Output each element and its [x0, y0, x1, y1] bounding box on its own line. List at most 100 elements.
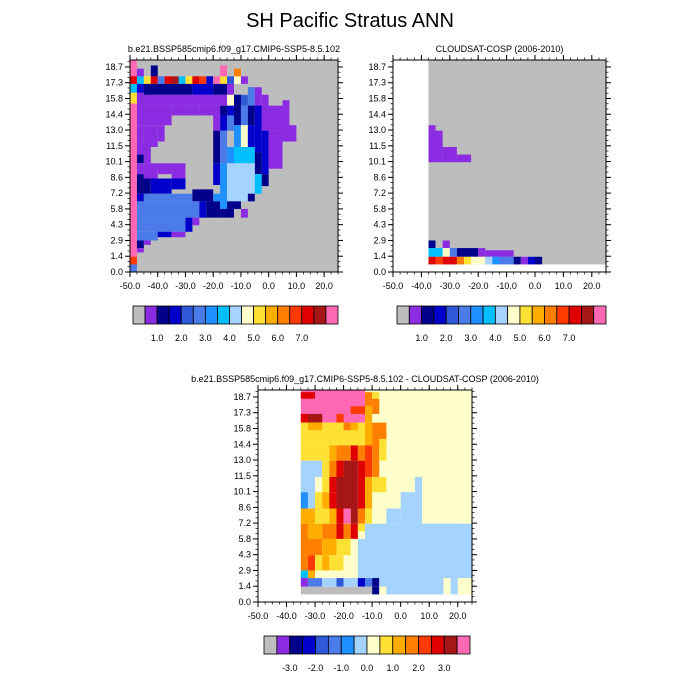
heatmap-cell	[130, 264, 137, 272]
heatmap-cell	[449, 248, 457, 257]
heatmap-cell	[130, 60, 137, 272]
heatmap-cell	[372, 398, 380, 414]
y-tick-label: 4.3	[110, 220, 123, 230]
y-tick-label: 5.8	[238, 534, 251, 544]
heatmap-cell	[192, 76, 200, 84]
heatmap-cell	[150, 178, 172, 194]
colorbar-swatch	[217, 305, 230, 325]
colorbar-swatch	[241, 305, 254, 325]
heatmap-cell	[372, 578, 380, 587]
heatmap-cell	[527, 256, 535, 265]
chart-obs: CLOUDSAT-COSP (2006-2010) -50.0 -40.0 -30.0…	[368, 44, 611, 343]
colorbar-swatch	[253, 305, 267, 325]
heatmap-cell	[336, 538, 351, 556]
chart-title: CLOUDSAT-COSP (2006-2010)	[436, 44, 564, 54]
heatmap-cell	[372, 476, 387, 493]
heatmap-cell	[365, 476, 373, 509]
heatmap-cell	[357, 578, 365, 587]
colorbar-label: 5.0	[514, 333, 527, 343]
heatmap-cell	[456, 256, 464, 265]
chart-title: b.e21.BSSP585cmip6.f09_g17.CMIP6-SSP5-8.…	[191, 374, 539, 384]
y-tick-label: 2.9	[238, 565, 251, 575]
heatmap-cell	[307, 570, 316, 579]
y-tick-label: 7.2	[373, 188, 386, 198]
heatmap-cell	[240, 105, 248, 126]
colorbar-swatch	[408, 305, 422, 325]
y-tick-label: 18.7	[233, 392, 251, 402]
heatmap-cell	[234, 68, 241, 77]
colorbar-label: 2.0	[440, 333, 453, 343]
x-tick-label: 10.0	[288, 281, 306, 291]
heatmap-cell	[379, 578, 387, 587]
heatmap-cell	[192, 83, 214, 95]
heatmap-cell	[428, 125, 436, 131]
y-tick-label: 8.6	[238, 502, 251, 512]
colorbar-swatch	[156, 305, 170, 325]
heatmap-cell	[143, 193, 193, 202]
colorbar-label: 5.0	[247, 333, 260, 343]
colorbar-swatch	[168, 305, 182, 325]
heatmap-cell	[143, 83, 193, 95]
colorbar-label: 3.0	[199, 333, 212, 343]
heatmap-cell	[185, 94, 228, 106]
heatmap-cell	[213, 76, 221, 84]
colorbar-swatch	[204, 305, 218, 325]
heatmap-cell	[357, 538, 365, 556]
heatmap-cell	[136, 240, 144, 249]
colorbar-swatch	[353, 635, 368, 655]
heatmap-cell	[213, 163, 221, 186]
heatmap-cell	[300, 492, 308, 509]
colorbar-label: 3.0	[465, 333, 478, 343]
chart-diff: b.e21.BSSP585cmip6.f09_g17.CMIP6-SSP5-8.…	[191, 374, 539, 673]
heatmap-cell	[329, 492, 337, 509]
y-tick-label: 0.0	[373, 267, 386, 277]
heatmap-cell	[199, 76, 207, 84]
colorbar-swatch	[301, 305, 315, 325]
heatmap-cell	[379, 586, 387, 595]
heatmap-cell	[136, 248, 144, 253]
heatmap-cell	[343, 555, 358, 571]
heatmap-cell	[130, 76, 137, 84]
heatmap-cell	[386, 476, 394, 493]
y-tick-label: 18.7	[105, 62, 123, 72]
colorbar-swatch	[507, 305, 521, 325]
heatmap-cell	[282, 100, 290, 142]
heatmap-cell	[315, 508, 330, 524]
heatmap-cell	[307, 555, 316, 571]
colorbar-label: 4.0	[223, 333, 236, 343]
heatmap-cell	[307, 413, 323, 423]
heatmap-cell	[442, 146, 457, 163]
heatmap-cell	[435, 240, 443, 249]
heatmap-cell	[254, 174, 262, 194]
heatmap-cell	[300, 413, 308, 423]
heatmap-cell	[393, 60, 429, 272]
heatmap-cell	[414, 476, 423, 493]
colorbar-label: -3.0	[282, 663, 298, 673]
heatmap-cell	[372, 392, 380, 399]
heatmap-cell	[442, 248, 450, 257]
y-tick-label: 1.4	[373, 251, 386, 261]
colorbar-swatch	[430, 635, 445, 655]
heatmap-cell	[372, 445, 380, 477]
x-tick-label: 20.0	[449, 611, 467, 621]
heatmap-cell	[307, 492, 316, 509]
heatmap-cell	[240, 125, 248, 147]
heatmap-cell	[136, 76, 144, 84]
heatmap-cell	[307, 523, 323, 539]
heatmap-cell	[157, 125, 165, 142]
y-tick-label: 5.8	[373, 204, 386, 214]
heatmap-cell	[130, 83, 137, 93]
heatmap-cell	[136, 141, 151, 155]
heatmap-cell	[300, 586, 373, 595]
y-tick-label: 5.8	[110, 204, 123, 214]
y-tick-label: 1.4	[110, 251, 123, 261]
heatmap-cell	[220, 76, 228, 84]
heatmap-cell	[234, 94, 241, 126]
heatmap-cell	[234, 146, 255, 164]
heatmap-cell	[365, 538, 394, 579]
heatmap-cell	[315, 570, 330, 579]
colorbar-swatch	[456, 635, 471, 655]
x-tick-label: -10.0	[362, 611, 383, 621]
heatmap-cell	[185, 217, 193, 232]
heatmap-cell	[315, 492, 323, 509]
